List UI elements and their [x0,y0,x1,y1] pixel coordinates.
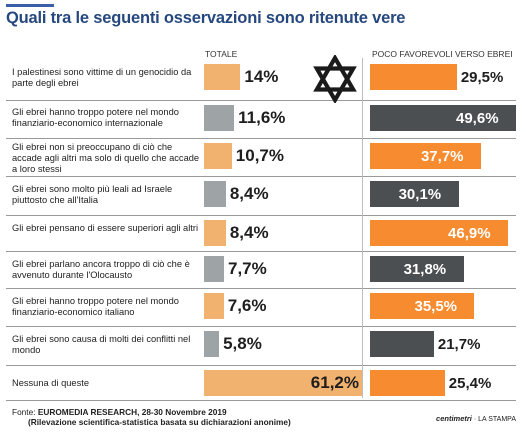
chart-row: Gli ebrei pensano di essere superiori ag… [6,216,516,252]
star-of-david-icon [313,55,357,103]
total-bar-cell: 14% [204,64,363,90]
row-separator [6,215,516,216]
chart-row: Gli ebrei parlano ancora troppo di ciò c… [6,252,516,289]
poco-favorevoli-bar-cell: 46,9% [370,220,516,246]
total-bar-cell: 11,6% [204,105,363,131]
total-value-label: 14% [244,67,279,86]
poco-favorevoli-value-label: 35,5% [414,297,458,315]
poco-favorevoli-value-label: 46,9% [448,224,491,242]
row-separator [6,288,516,289]
row-separator [6,138,516,139]
poco-favorevoli-bar [370,331,434,357]
total-bar-cell: 8,4% [204,220,363,246]
poco-favorevoli-bar [370,293,475,319]
row-separator [6,251,516,252]
poco-favorevoli-bar [370,256,464,282]
total-bar-cell: 7,6% [204,293,363,319]
total-value-label: 7,6% [227,296,267,315]
poco-favorevoli-value-label: 31,8% [403,260,447,278]
poco-favorevoli-bar-cell: 25,4% [370,370,516,396]
total-bar-cell: 7,7% [204,256,363,282]
total-bar [204,143,232,169]
poco-favorevoli-bar-cell: 21,7% [370,331,516,357]
total-bar [204,105,235,131]
category-label: Gli ebrei pensano di essere superiori ag… [12,223,199,233]
chart-row: Gli ebrei hanno troppo potere nel mondo … [6,289,516,327]
total-bar-cell: 61,2% [204,370,363,396]
category-label: Gli ebrei sono causa di molti dei confli… [12,334,191,355]
poco-favorevoli-bar [370,370,445,396]
column-header-poco-favorevoli: POCO FAVOREVOLI VERSO EBREI [372,49,513,59]
total-bar [204,256,224,282]
chart-row: Gli ebrei non si preoccupano di ciò che … [6,139,516,177]
poco-favorevoli-bar-cell: 35,5% [370,293,516,319]
category-label: Nessuna di queste [12,378,90,388]
row-separator [6,100,516,101]
poco-favorevoli-bar-cell: 29,5% [370,64,516,90]
chart-row: Gli ebrei sono molto più leali ad Israel… [6,177,516,216]
category-label: Gli ebrei sono molto più leali ad Israel… [12,184,173,205]
source-methodology: (Rilevazione scientifica-statistica basa… [28,417,291,427]
credit-paper: · LA STAMPA [473,416,516,423]
poco-favorevoli-bar [370,105,516,131]
title-accent-rule [6,4,54,7]
source-name: EUROMEDIA RESEARCH, 28-30 Novembre 2019 [37,407,227,417]
credits: centimetri · LA STAMPA [436,414,516,423]
total-value-label: 8,4% [229,184,269,203]
row-separator [6,176,516,177]
chart-row: Nessuna di queste 61,2% 25,4% [6,366,516,401]
chart-row: I palestinesi sono vittime di un genocid… [6,60,516,101]
poco-favorevoli-value-label: 29,5% [460,68,504,86]
category-label: Gli ebrei parlano ancora troppo di ciò c… [12,259,190,280]
category-label: Gli ebrei hanno troppo potere nel mondo … [12,296,179,317]
total-value-label: 61,2% [310,373,359,392]
poco-favorevoli-bar [370,143,481,169]
column-divider [362,58,363,398]
total-bar [204,220,226,246]
poco-favorevoli-bar-cell: 30,1% [370,181,516,207]
poco-favorevoli-value-label: 37,7% [420,147,464,165]
poco-favorevoli-bar-cell: 49,6% [370,105,516,131]
column-header-total: TOTALE [205,49,238,59]
category-label: Gli ebrei hanno troppo potere nel mondo … [12,107,179,128]
total-value-label: 10,7% [235,146,284,165]
poco-favorevoli-bar [370,64,457,90]
total-bar [204,331,220,357]
source-note: Fonte: EUROMEDIA RESEARCH, 28-30 Novembr… [12,407,291,427]
total-bar [204,181,226,207]
total-value-label: 5,8% [223,334,262,353]
chart-row: Gli ebrei hanno troppo potere nel mondo … [6,101,516,139]
credit-brand: centimetri [436,414,472,423]
poco-favorevoli-bar-cell: 31,8% [370,256,516,282]
total-value-label: 7,7% [228,259,267,278]
category-label: Gli ebrei non si preoccupano di ciò che … [12,142,200,174]
total-value-label: 11,6% [238,108,286,127]
total-bar-cell: 8,4% [204,181,363,207]
row-separator [6,400,516,401]
total-bar-cell: 10,7% [204,143,363,169]
category-label: I palestinesi sono vittime di un genocid… [12,67,192,88]
total-bar [204,293,224,319]
poco-favorevoli-bar [370,220,509,246]
row-separator [6,365,516,366]
chart-row: Gli ebrei sono causa di molti dei confli… [6,327,516,366]
total-value-label: 8,4% [229,223,269,242]
chart-title: Quali tra le seguenti osservazioni sono … [6,9,406,27]
total-bar-cell: 5,8% [204,331,363,357]
poco-favorevoli-bar-cell: 37,7% [370,143,516,169]
row-separator [6,326,516,327]
poco-favorevoli-bar [370,181,459,207]
poco-favorevoli-value-label: 30,1% [398,185,442,203]
poco-favorevoli-value-label: 21,7% [437,335,481,353]
poco-favorevoli-value-label: 49,6% [456,109,499,127]
total-bar [204,370,363,396]
total-bar [204,64,241,90]
poco-favorevoli-value-label: 25,4% [448,374,492,392]
